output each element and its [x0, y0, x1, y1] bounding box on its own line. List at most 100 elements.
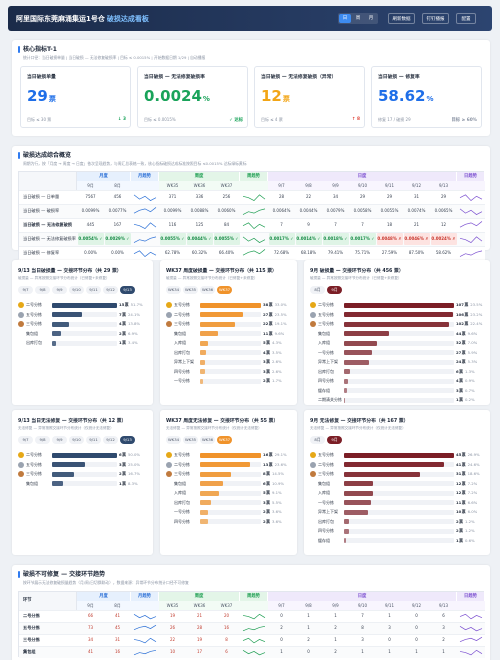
period-tab[interactable]: 9/13: [120, 286, 135, 294]
item-pct: 13.8%: [127, 321, 141, 326]
item-pct: 9.1%: [271, 490, 282, 495]
item-unit: 票: [461, 480, 466, 486]
item-pct: 19.1%: [274, 321, 287, 326]
table-cell: 0.0077%: [108, 208, 127, 213]
title-highlight: 破损达成看板: [106, 15, 149, 23]
period-tab[interactable]: 9/8: [35, 286, 50, 294]
period-tab[interactable]: 9/11: [86, 436, 101, 444]
table-cell: 60.32%: [191, 250, 208, 255]
bar-track: [200, 519, 261, 524]
item-pct: 9.6%: [467, 330, 478, 336]
period-tab[interactable]: WK34: [166, 286, 181, 294]
period-tab[interactable]: WK36: [200, 436, 215, 444]
period-tab[interactable]: 9/7: [18, 436, 33, 444]
period-tab[interactable]: WK37: [217, 286, 232, 294]
item-unit: 票: [266, 349, 270, 355]
period-tab[interactable]: 9/8: [35, 436, 50, 444]
period-tab[interactable]: 8月: [310, 436, 325, 444]
item-value: 5票 9.1%: [263, 489, 295, 497]
item-name: 四号分拣: [318, 378, 334, 383]
column-header: [131, 181, 159, 190]
item-value: 6票 50.0%: [119, 451, 151, 459]
bar-track: [344, 359, 454, 365]
rank-badge: [310, 350, 316, 356]
table-cell: 7567: [85, 194, 96, 199]
sparkline: [242, 625, 266, 632]
table-cell: 1: [334, 637, 337, 642]
kpi-card: 当日破损 — 无法修复破损（异常） 12票 目标 ≤ 4 票 ↑ 8: [254, 66, 365, 128]
action-button[interactable]: 刷新数据: [388, 13, 415, 24]
sparkline: [133, 236, 157, 243]
column-header: 9/12: [403, 601, 430, 610]
item-count: 22: [263, 321, 269, 326]
period-tab[interactable]: 8月: [310, 286, 325, 294]
period-tab[interactable]: 9/11: [86, 286, 101, 294]
period-tab[interactable]: 9/9: [52, 286, 67, 294]
action-button[interactable]: 钉钉播报: [422, 13, 449, 24]
table-cell: 0.0060%: [217, 208, 236, 213]
kpi-foot: 修复 17 / 破损 29: [378, 117, 411, 122]
action-button[interactable]: 配置: [456, 13, 476, 24]
rank-badge: [310, 302, 316, 308]
distribution-panel: 9月 破损量 — 交接环节分布（共 456 票） 破损量 — 异常按照交接环节分布…: [304, 260, 490, 405]
period-tab[interactable]: 9/10: [69, 436, 84, 444]
bar: [200, 500, 212, 505]
section-title: 破损不可修复 — 交接环节趋势: [23, 571, 106, 578]
period-button[interactable]: 日: [339, 14, 351, 23]
table-cell: 7: [361, 613, 364, 618]
period-tab[interactable]: WK34: [166, 436, 181, 444]
item-unit: 票: [122, 330, 126, 336]
period-tab[interactable]: 9/12: [103, 436, 118, 444]
period-tab[interactable]: WK37: [217, 436, 232, 444]
group-header: 周度: [159, 592, 240, 601]
bar-track: [200, 490, 261, 496]
period-tab[interactable]: 9月: [327, 286, 342, 294]
table-cell: 0: [415, 625, 418, 630]
period-tab[interactable]: 9月: [327, 436, 342, 444]
row-label: 三号分拣: [23, 637, 40, 642]
table-cell: 6: [442, 613, 445, 618]
bar: [52, 331, 61, 336]
row-label: 当日破损 — 无法修复破损: [23, 222, 72, 227]
item-unit: 票: [266, 518, 270, 524]
period-tab[interactable]: 9/13: [120, 436, 135, 444]
table-cell: 0.0058%: [353, 208, 372, 213]
item-unit: 票: [268, 330, 273, 336]
bar-track: [200, 331, 261, 336]
bar: [52, 452, 117, 458]
item-unit: 票: [266, 359, 270, 364]
data-table: 环节 月度 9月 8月 月趋势 周度 WK35 WK36 WK37 周趋势 日度 9/7 9/8 9/9 9…: [18, 591, 485, 658]
bar: [52, 302, 117, 308]
bar: [344, 331, 390, 336]
sparkline: [459, 208, 483, 215]
rank-badge: [310, 388, 316, 394]
item-pct: 0.9%: [464, 378, 475, 383]
item-count: 44: [456, 330, 462, 336]
item-name: 异常上下架: [318, 359, 338, 364]
rank-badge: [310, 340, 316, 346]
item-name: 三号分拣: [174, 321, 190, 326]
kpi-label: 当日破损 — 无法修复破损率: [144, 75, 205, 80]
sparkline: [459, 221, 483, 228]
period-tab[interactable]: WK35: [183, 286, 198, 294]
panel-subtitle: 无法修复 — 异常按照交接环节分布统计（仅统计无法修复）: [166, 426, 262, 430]
period-tab[interactable]: 9/10: [69, 286, 84, 294]
item-value: 12票 7.2%: [456, 489, 488, 497]
kpi-delta: 目标 ≥ 60%: [451, 118, 477, 123]
period-tab[interactable]: WK35: [183, 436, 198, 444]
item-pct: 22.4%: [470, 321, 483, 326]
period-button[interactable]: 周: [355, 16, 361, 21]
period-tab[interactable]: 9/7: [18, 286, 33, 294]
item-count: 8: [263, 471, 266, 476]
period-button[interactable]: 月: [368, 16, 374, 21]
rank-badge: [166, 461, 172, 468]
table-cell: 29: [440, 194, 447, 199]
rank-badge: [166, 378, 172, 384]
period-tab[interactable]: 9/12: [103, 286, 118, 294]
period-tab[interactable]: 9/9: [52, 436, 67, 444]
group-header: 月趋势: [131, 172, 159, 181]
period-tab[interactable]: WK36: [200, 286, 215, 294]
item-unit: 票: [461, 330, 466, 336]
rank-badge: [18, 461, 24, 468]
item-count: 1: [456, 537, 459, 543]
